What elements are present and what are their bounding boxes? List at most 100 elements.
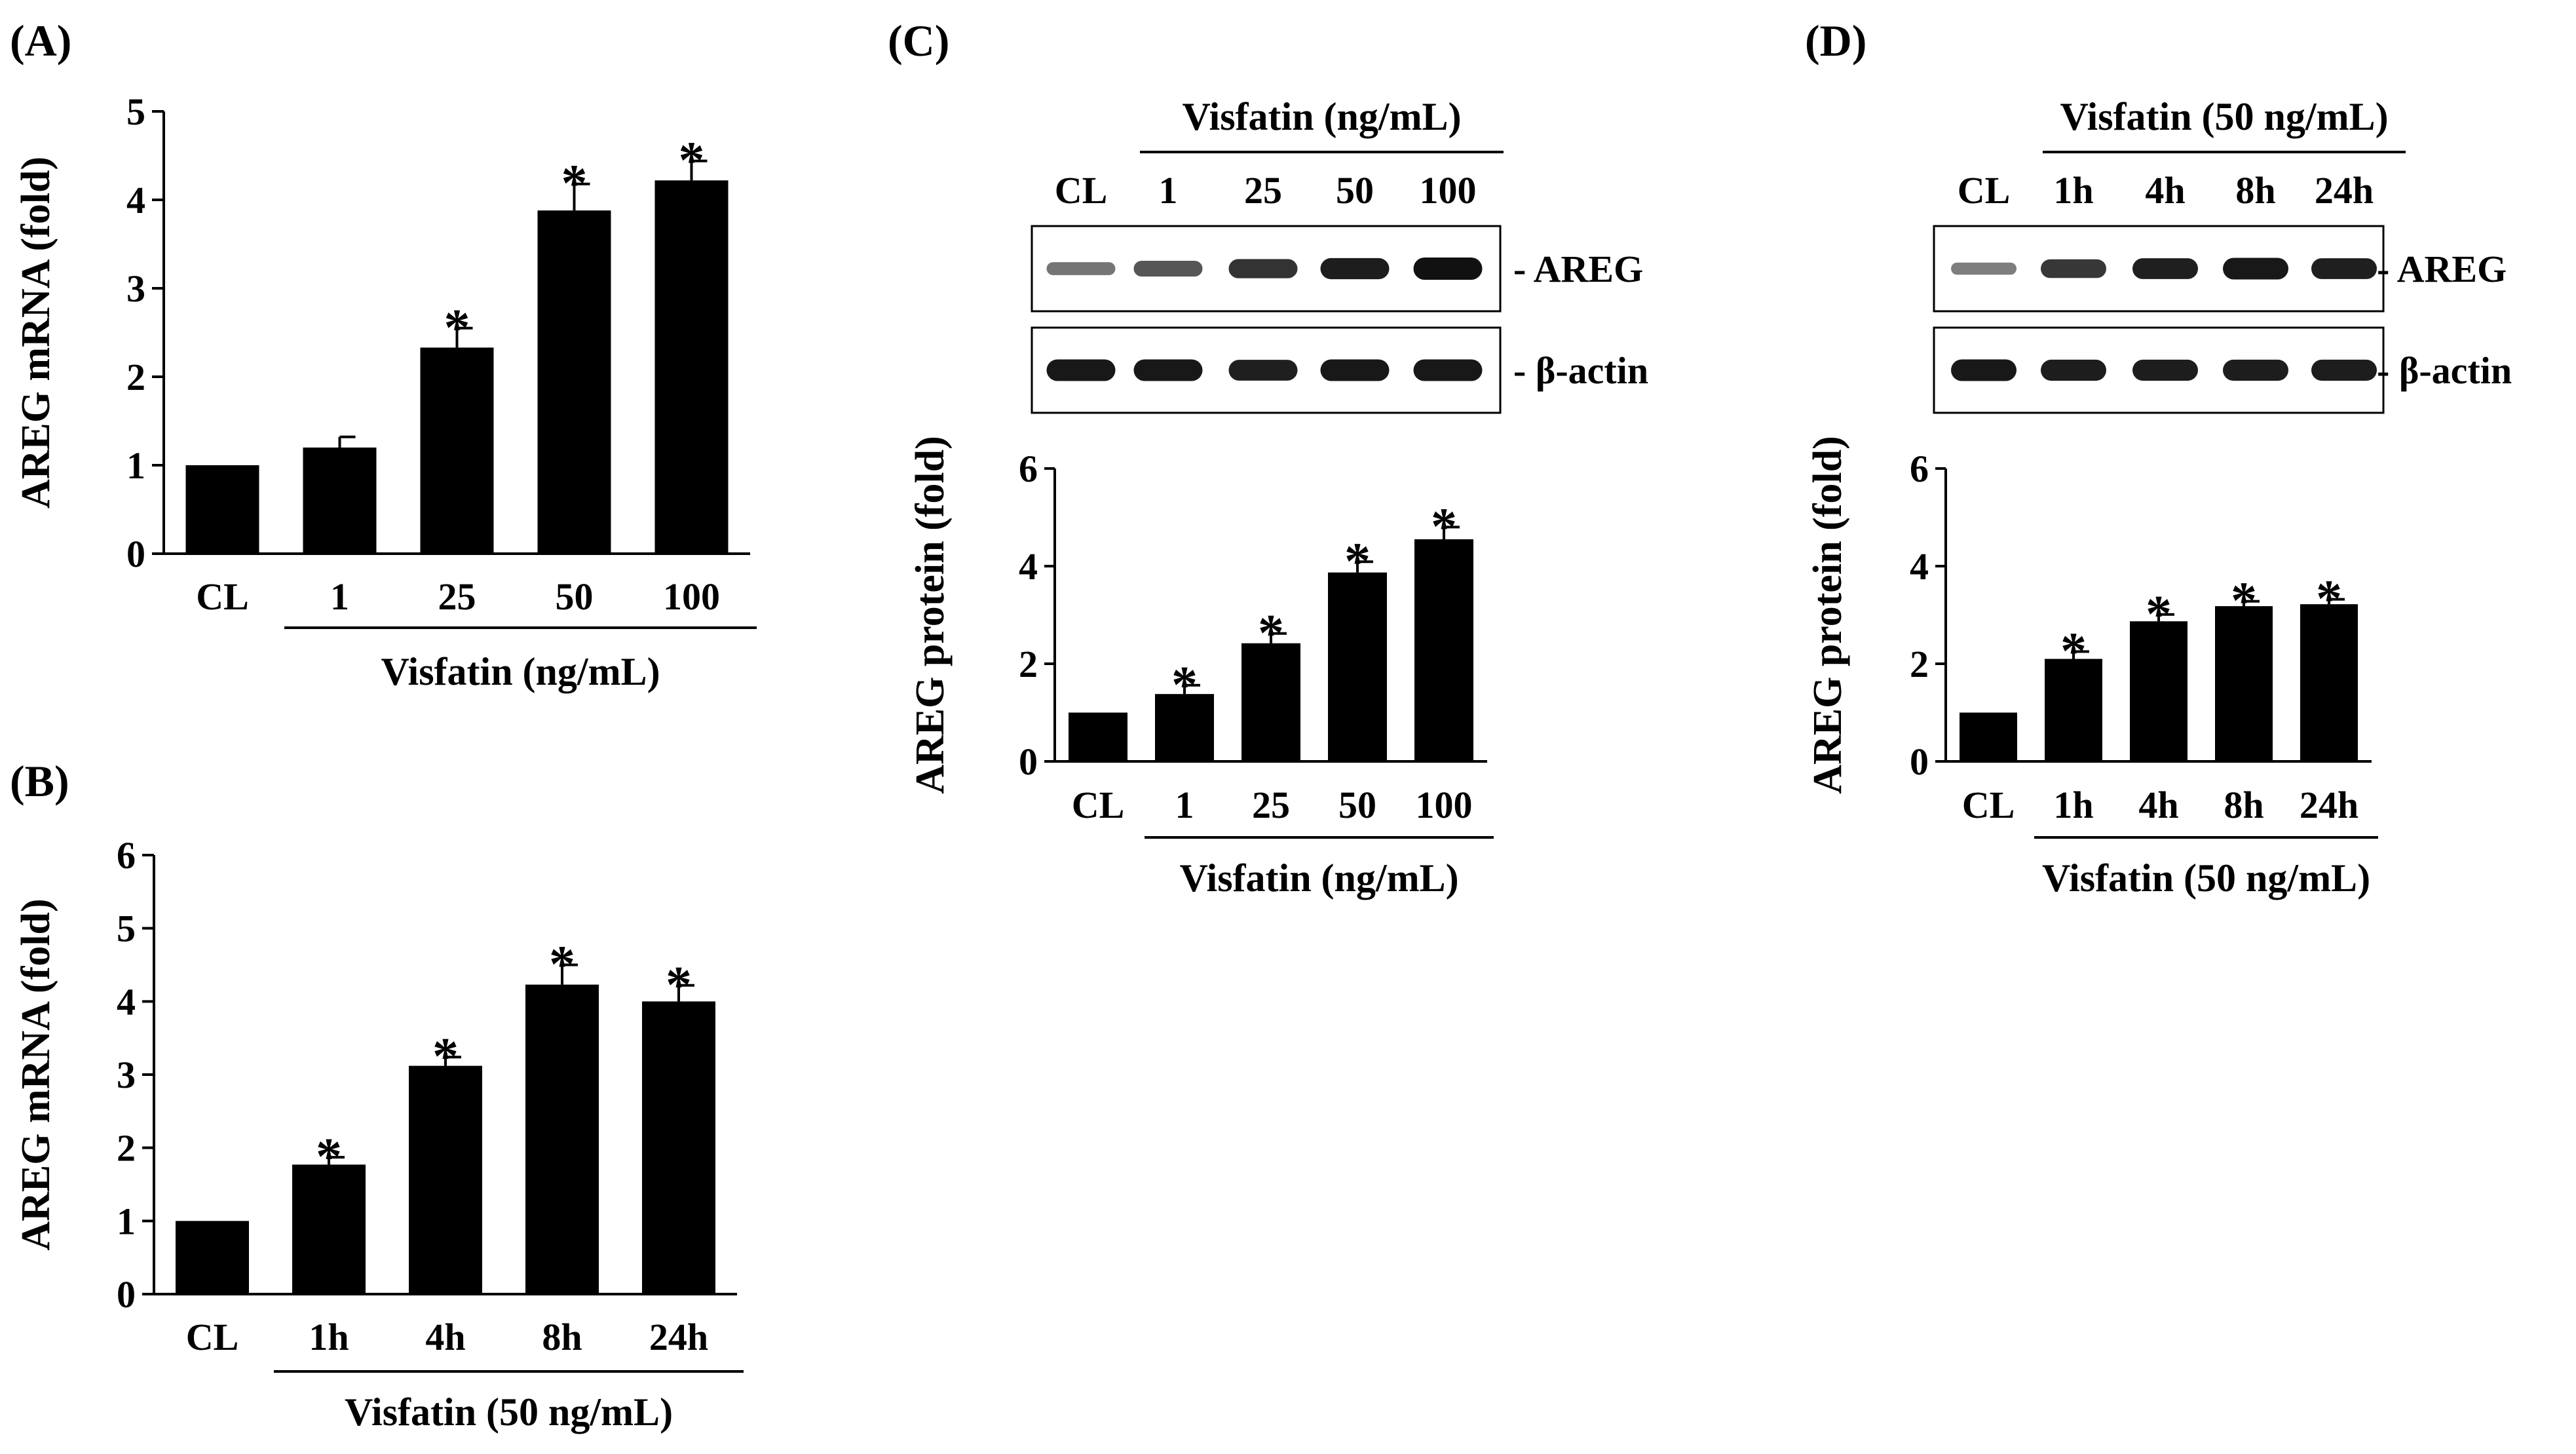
x-category-label: 50 [1338,784,1376,826]
y-tick-label: 2 [1019,643,1038,685]
x-category-label: 8h [2224,784,2263,826]
bar [1414,539,1473,761]
blot-lane-label: 100 [1420,169,1477,212]
y-tick-label: 3 [126,267,145,310]
x-category-label: 24h [2300,784,2358,826]
y-tick-label: 4 [126,179,145,221]
y-tick-label: 1 [117,1200,136,1242]
x-category-label: 1 [330,575,349,618]
x-category-label: 100 [663,575,720,618]
blot-band [1951,359,2017,381]
blot-band [1046,262,1116,275]
y-axis-title: AREG mRNA (fold) [14,157,58,508]
y-tick-label: 4 [117,980,136,1023]
significance-marker: * [2146,586,2172,643]
significance-marker: * [2316,571,2342,628]
x-category-label: 24h [649,1316,708,1358]
blot-band [1413,258,1483,280]
significance-marker: * [316,1128,342,1186]
x-group-label: Visfatin (ng/mL) [1179,856,1458,900]
bar [292,1164,366,1294]
significance-marker: * [679,132,705,190]
significance-marker: * [2060,622,2087,680]
y-tick-label: 5 [126,90,145,133]
significance-marker: * [2231,573,2257,630]
western-blot-d: Visfatin (50 ng/mL) CL 1h 4h 8h 24h- AREG - β-… [1933,95,2512,414]
blot-band [2132,258,2198,279]
y-tick-label: 4 [1910,545,1929,588]
blot-band [1133,359,1203,381]
blot-row-label: - AREG [2377,248,2507,290]
bar [1241,643,1300,761]
bar [2130,621,2188,761]
x-category-label: 25 [438,575,476,618]
significance-marker: * [444,299,470,357]
bar [642,1001,715,1294]
y-tick-label: 2 [117,1127,136,1170]
blot-band [1228,360,1298,381]
significance-marker: * [432,1028,459,1086]
blot-lane-label: 24h [2315,169,2374,212]
chart-panel-a: 0 1 2 3 4 5 AREG mRNA (fold) CL 1 * 25 * 50 * 100Visfa… [14,90,757,693]
chart-panel-d: 0 2 4 6 AREG protein (fold) CL * 1h * 4h * 8h * 24h Vi… [1806,436,2378,900]
x-category-label: 1h [2053,784,2093,826]
blot-band [2223,359,2288,381]
bar [185,465,259,554]
blot-band [1413,359,1483,381]
blot-band [2311,258,2377,279]
significance-marker: * [1171,657,1198,714]
blot-band [2223,258,2288,280]
y-axis-title: AREG mRNA (fold) [14,898,58,1250]
x-category-label: CL [1962,784,2015,826]
significance-marker: * [1431,498,1457,556]
blot-header-label: Visfatin (50 ng/mL) [2060,95,2388,138]
blot-band [1046,359,1116,381]
significance-marker: * [1344,533,1371,590]
y-tick-label: 1 [126,444,145,487]
y-tick-label: 0 [1019,740,1038,783]
chart-panel-b: 0 1 2 3 4 5 6 AREG mRNA (fold) CL * 1h * 4h * 8h * 24h Vi… [14,834,744,1434]
bar [1069,712,1127,761]
bar [303,448,377,554]
bar [2215,606,2273,761]
x-category-label: 50 [556,575,594,618]
bar [1328,572,1387,761]
blot-row-label: - β-actin [1513,349,1648,392]
bar [537,210,611,554]
x-category-label: CL [186,1316,239,1358]
y-tick-label: 4 [1019,545,1038,588]
blot-header-label: Visfatin (ng/mL) [1182,95,1461,138]
blot-lane-label: 8h [2235,169,2275,212]
blot-lane-label: 50 [1336,169,1374,212]
bar [654,180,729,554]
blot-row-label: - AREG [1513,248,1643,290]
significance-marker: * [561,155,588,213]
y-axis-title: AREG protein (fold) [908,436,953,794]
blot-lane-label: 1h [2053,169,2093,212]
blot-band [2311,359,2377,381]
blot-row-label: - β-actin [2377,349,2512,392]
bar [409,1065,482,1294]
blot-band [1133,260,1203,277]
y-tick-label: 6 [1910,448,1929,490]
panel-label-d: (D) [1805,16,1866,66]
x-category-label: 8h [542,1316,582,1358]
blot-band [1951,262,2017,275]
y-tick-label: 0 [126,533,145,575]
bar [176,1221,249,1294]
bar [525,984,599,1294]
significance-marker: * [549,936,575,994]
blot-lane-label: 4h [2145,169,2185,212]
y-tick-label: 2 [126,356,145,398]
bar [420,347,494,554]
chart-panel-c: 0 2 4 6 AREG protein (fold) CL * 1 * 25 * 50 * 100 Vis… [908,436,1494,900]
panel-label-c: (C) [888,16,949,66]
panel-label-b: (B) [10,756,69,806]
x-category-label: CL [1072,784,1125,826]
blot-band [2132,359,2198,381]
y-tick-label: 5 [117,908,136,950]
bar [2045,659,2102,761]
x-category-label: 1h [309,1316,349,1358]
significance-marker: * [1258,605,1284,662]
